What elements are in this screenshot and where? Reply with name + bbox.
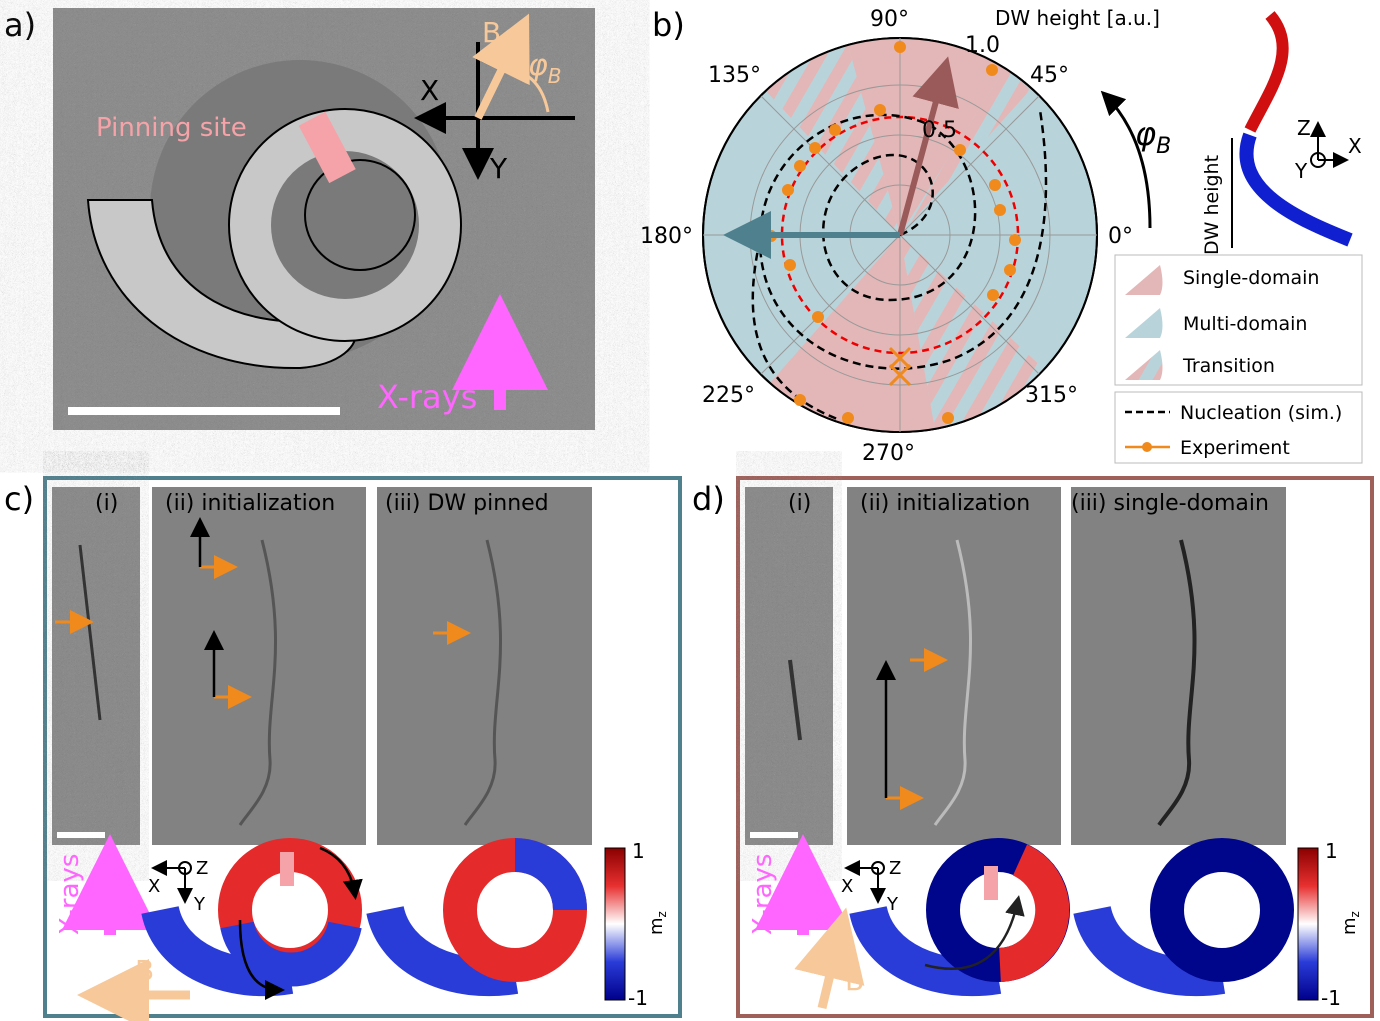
- axis-label: X: [420, 74, 439, 107]
- axis-label: Y: [1294, 159, 1308, 183]
- legend-label: Nucleation (sim.): [1180, 402, 1342, 424]
- m-sub: z: [1348, 911, 1362, 917]
- colorbar-min: -1: [628, 986, 648, 1010]
- colorbar-max: 1: [632, 839, 645, 863]
- shape: [1010, 235, 1020, 245]
- b-label: B: [135, 954, 154, 987]
- angle-label: 180°: [640, 224, 693, 249]
- angle-label: 135°: [708, 63, 761, 88]
- legend-label: Experiment: [1180, 437, 1290, 459]
- subpanel-label: (iii) single-domain: [1071, 491, 1269, 516]
- dw-blue: [1246, 135, 1350, 240]
- pinning-site: [280, 852, 294, 886]
- shape: [895, 42, 905, 52]
- colorbar-label: mz: [1339, 911, 1362, 935]
- shape: [988, 290, 998, 300]
- legend-label: Multi-domain: [1183, 313, 1307, 335]
- angle-label: 45°: [1030, 63, 1069, 88]
- subpanel-label: (i): [788, 491, 811, 516]
- panel-label: a): [4, 6, 36, 44]
- shape: [995, 205, 1005, 215]
- radial-label: 0.5: [922, 118, 957, 143]
- axis-label: Y: [489, 152, 508, 185]
- spiral-ring-blue: [515, 855, 570, 910]
- dw-height-label: DW height: [1201, 155, 1223, 255]
- axis-label: Z: [889, 858, 901, 879]
- colorbar: [1298, 848, 1318, 1000]
- image-noise: [52, 487, 140, 845]
- spiral-ring-blue: [237, 925, 345, 970]
- angle-label: 225°: [702, 383, 755, 408]
- b-label: B: [482, 16, 501, 49]
- figure: a) Pinning site X Y B φB X-rays b) 0° 45…: [0, 0, 1380, 1021]
- shape: [1005, 265, 1015, 275]
- radial-label: 1.0: [965, 33, 1000, 58]
- m: m: [646, 917, 667, 935]
- phi-label: φB: [1135, 115, 1171, 159]
- sim-image: [847, 487, 1061, 845]
- legend-label: Single-domain: [1183, 267, 1319, 289]
- shape: [813, 312, 823, 322]
- axis-label: Z: [1297, 116, 1311, 140]
- shape: [795, 395, 805, 405]
- axis-label: X: [148, 876, 160, 897]
- angle-label: 315°: [1025, 383, 1078, 408]
- m: m: [1339, 917, 1360, 935]
- phi: φ: [1135, 115, 1156, 153]
- axis-label: X: [841, 876, 853, 897]
- axis-label: X: [1348, 134, 1362, 158]
- axis-label: Y: [193, 894, 206, 915]
- legend-label: Transition: [1182, 355, 1275, 377]
- pinning-site: [984, 866, 998, 900]
- shape: [990, 180, 1000, 190]
- colorbar-label: mz: [646, 911, 669, 935]
- sim-image: [377, 487, 592, 845]
- angle-label: 0°: [1108, 224, 1133, 249]
- shape: [843, 413, 853, 423]
- phi-sub: B: [1156, 134, 1171, 159]
- shape: [987, 65, 997, 75]
- xray-label: X-rays: [377, 378, 477, 416]
- shape: [955, 145, 965, 155]
- subpanel-label: (ii) initialization: [165, 491, 335, 516]
- phi-sub: B: [548, 64, 562, 88]
- shape: [795, 161, 805, 171]
- spiral-ring: [1167, 855, 1277, 965]
- m-sub: z: [655, 911, 669, 917]
- colorbar: [605, 848, 625, 1000]
- shape: [943, 413, 953, 423]
- legend-marker: [1142, 442, 1152, 452]
- sim-image: [152, 487, 366, 845]
- axis-label: Z: [196, 858, 208, 879]
- b-arrow: [822, 925, 842, 1008]
- dw-red: [1250, 15, 1283, 130]
- sim-image: [1071, 487, 1286, 845]
- panel-label: d): [692, 480, 725, 518]
- shape: [783, 185, 793, 195]
- angle-label: 90°: [870, 7, 909, 32]
- panel-label: c): [4, 480, 34, 518]
- phi: φ: [528, 48, 548, 83]
- colorbar-min: -1: [1321, 986, 1341, 1010]
- shape: [830, 125, 840, 135]
- shape: [810, 143, 820, 153]
- b-label: B: [845, 964, 864, 997]
- subpanel-label: (iii) DW pinned: [385, 491, 549, 516]
- shape: [785, 260, 795, 270]
- xray-label: X-rays: [55, 854, 85, 935]
- colorbar-max: 1: [1325, 839, 1338, 863]
- xray-label: X-rays: [748, 854, 778, 935]
- subpanel-label: (i): [95, 491, 118, 516]
- angle-label: 270°: [862, 441, 915, 466]
- pinning-label: Pinning site: [96, 113, 247, 143]
- shape: [875, 105, 885, 115]
- subpanel-label: (ii) initialization: [860, 491, 1030, 516]
- panel-label: b): [652, 6, 685, 44]
- spiral-ring-red: [1000, 860, 1052, 965]
- radial-title: DW height [a.u.]: [995, 6, 1160, 30]
